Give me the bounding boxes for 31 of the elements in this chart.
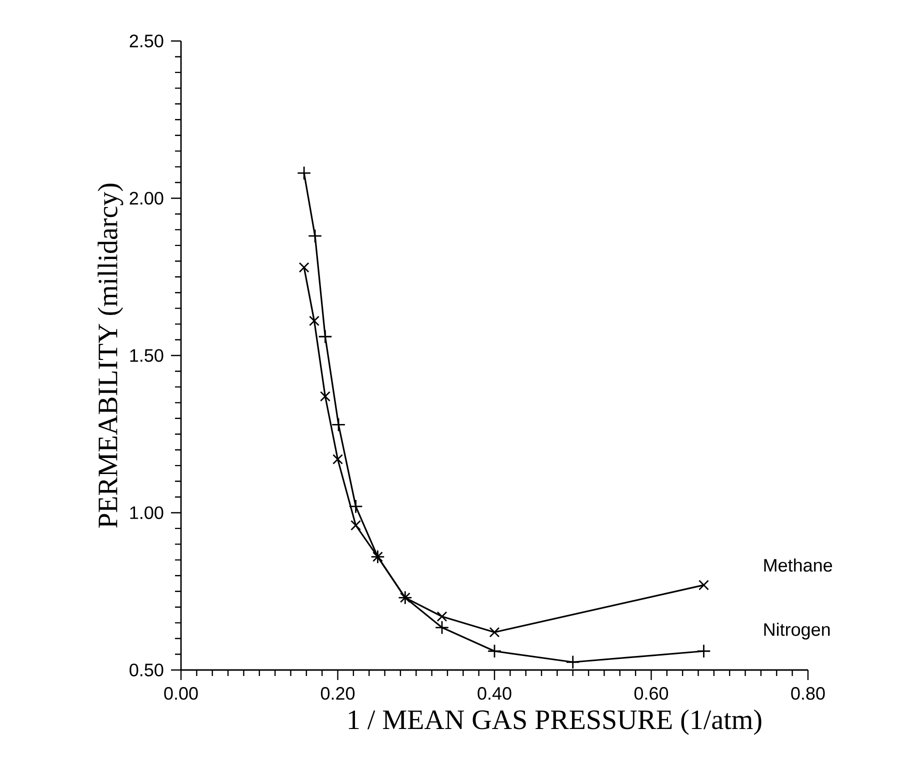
x-tick-label: 0.20 (320, 687, 355, 700)
point (489, 627, 500, 638)
point (309, 316, 320, 326)
point (566, 655, 580, 670)
point (308, 228, 322, 244)
y-tick-label: 0.50 (130, 664, 164, 676)
point (434, 620, 450, 635)
point (698, 580, 709, 590)
point (350, 520, 361, 531)
y-tick-label: 2.00 (130, 192, 164, 205)
y-tick-label: 2.50 (130, 34, 164, 48)
point (298, 262, 310, 273)
x-tick-label: 0.60 (634, 687, 668, 700)
point (487, 644, 502, 658)
point (332, 454, 343, 464)
point (696, 644, 711, 658)
point (318, 330, 332, 344)
y-axis-title: PERMEABILITY (millidarcy) (98, 184, 124, 528)
x-tick-label: 0.00 (164, 687, 198, 700)
y-tick-label: 1.00 (130, 506, 164, 520)
point (296, 166, 312, 180)
x-tick-label: 0.40 (478, 687, 512, 700)
text: Nitrogen (764, 622, 830, 640)
point (348, 499, 363, 514)
x-axis-title: 1 / MEAN GAS PRESSURE (1/atm) (348, 710, 762, 735)
point (320, 391, 330, 402)
y-tick-label: 1.50 (130, 349, 164, 362)
text: Methane (764, 558, 832, 572)
point (331, 418, 346, 432)
point (436, 611, 448, 622)
x-tick-label: 0.80 (791, 687, 825, 700)
